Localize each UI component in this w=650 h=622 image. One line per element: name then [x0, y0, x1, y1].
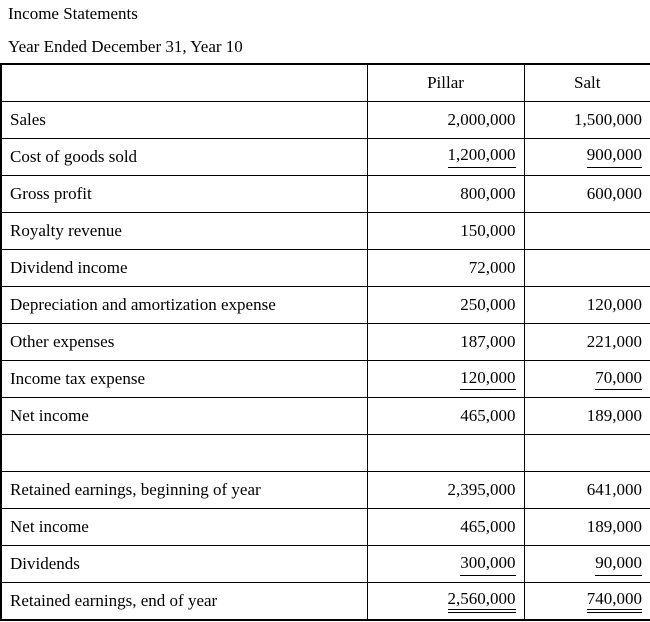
pillar-value: 187,000 — [460, 331, 516, 351]
pillar-value-cell: 300,000 — [366, 545, 525, 584]
pillar-value: 72,000 — [468, 257, 516, 277]
salt-value-cell: 120,000 — [523, 285, 650, 324]
header-row: Pillar Salt — [0, 63, 650, 102]
row-label-cell: Income tax expense — [0, 359, 368, 399]
salt-value-cell: 221,000 — [523, 322, 650, 361]
table-row: Cost of goods sold 1,200,000 900,000 — [0, 137, 650, 176]
table-row: Royalty revenue 150,000 — [0, 211, 650, 250]
pillar-value: 250,000 — [460, 294, 516, 314]
pillar-value: 2,560,000 — [447, 589, 516, 614]
salt-value: 70,000 — [595, 368, 642, 391]
income-statement-table: Pillar Salt Sales 2,000,000 1,500,000 Co… — [0, 63, 650, 621]
header-label-cell — [0, 63, 368, 102]
pillar-value-cell: 465,000 — [366, 508, 525, 547]
pillar-value: 120,000 — [460, 368, 516, 391]
pillar-value-cell: 72,000 — [366, 248, 525, 287]
pillar-value: 465,000 — [460, 406, 516, 426]
row-label-cell: Net income — [0, 396, 368, 436]
pillar-value-cell: 800,000 — [366, 174, 525, 213]
pillar-value: 1,200,000 — [447, 145, 516, 168]
pillar-value-cell: 120,000 — [366, 359, 525, 399]
row-label-cell: Net income — [0, 508, 368, 547]
pillar-value: 465,000 — [460, 517, 516, 537]
document-subtitle: Year Ended December 31, Year 10 — [8, 37, 243, 56]
pillar-value: 2,395,000 — [447, 480, 516, 500]
salt-value-cell: 1,500,000 — [523, 100, 650, 139]
row-label-cell: Cost of goods sold — [0, 137, 368, 176]
table-row: Depreciation and amortization expense 25… — [0, 285, 650, 324]
salt-value: 189,000 — [586, 517, 642, 537]
pillar-value-cell: 150,000 — [366, 211, 525, 250]
row-label-cell: Other expenses — [0, 322, 368, 361]
table-row: Dividend income 72,000 — [0, 248, 650, 287]
row-label-cell: Dividends — [0, 545, 368, 584]
pillar-value-cell — [366, 434, 525, 473]
salt-value-cell: 641,000 — [523, 471, 650, 510]
header-salt-cell: Salt — [523, 63, 650, 102]
salt-value-cell — [523, 211, 650, 250]
salt-value: 189,000 — [586, 406, 642, 426]
table-row: Net income 465,000 189,000 — [0, 396, 650, 436]
pillar-value-cell: 1,200,000 — [366, 137, 525, 176]
table-row: Net income 465,000 189,000 — [0, 508, 650, 547]
pillar-value-cell: 250,000 — [366, 285, 525, 324]
table-row: Other expenses 187,000 221,000 — [0, 322, 650, 361]
salt-value: 221,000 — [586, 331, 642, 351]
row-label-cell: Depreciation and amortization expense — [0, 285, 368, 324]
income-table-body: Sales 2,000,000 1,500,000 Cost of goods … — [0, 100, 650, 621]
pillar-value-cell: 2,000,000 — [366, 100, 525, 139]
table-header: Pillar Salt — [0, 63, 650, 102]
pillar-value-cell: 2,560,000 — [366, 582, 525, 621]
salt-value-cell: 189,000 — [523, 396, 650, 436]
table-row: Sales 2,000,000 1,500,000 — [0, 100, 650, 139]
pillar-value: 800,000 — [460, 183, 516, 203]
pillar-value: 150,000 — [460, 220, 516, 240]
header-pillar-cell: Pillar — [366, 63, 525, 102]
row-label-cell: Retained earnings, end of year — [0, 582, 368, 621]
table-row: Retained earnings, end of year 2,560,000… — [0, 582, 650, 621]
salt-value-cell: 740,000 — [523, 582, 650, 621]
pillar-value: 2,000,000 — [447, 109, 516, 129]
row-label-cell: Dividend income — [0, 248, 368, 287]
salt-value-cell — [523, 248, 650, 287]
salt-value: 600,000 — [586, 183, 642, 203]
salt-value-cell: 189,000 — [523, 508, 650, 547]
salt-value-cell: 90,000 — [523, 545, 650, 584]
pillar-value: 300,000 — [460, 553, 516, 576]
table-row: Dividends 300,000 90,000 — [0, 545, 650, 584]
row-label-cell — [0, 434, 368, 473]
row-label-cell: Royalty revenue — [0, 211, 368, 250]
row-label-cell: Retained earnings, beginning of year — [0, 471, 368, 510]
salt-value-cell — [523, 434, 650, 473]
salt-value-cell: 70,000 — [523, 359, 650, 399]
pillar-value-cell: 187,000 — [366, 322, 525, 361]
salt-value: 120,000 — [586, 294, 642, 314]
row-label-cell: Sales — [0, 100, 368, 139]
salt-value: 1,500,000 — [574, 109, 642, 129]
table-row: Gross profit 800,000 600,000 — [0, 174, 650, 213]
table-row: Retained earnings, beginning of year 2,3… — [0, 471, 650, 510]
salt-value: 641,000 — [586, 480, 642, 500]
table-row — [0, 434, 650, 473]
document-title: Income Statements — [8, 4, 138, 23]
salt-value: 90,000 — [595, 553, 642, 576]
salt-value-cell: 600,000 — [523, 174, 650, 213]
table-row: Income tax expense 120,000 70,000 — [0, 359, 650, 399]
salt-value-cell: 900,000 — [523, 137, 650, 176]
pillar-value-cell: 2,395,000 — [366, 471, 525, 510]
salt-value: 900,000 — [586, 145, 642, 168]
row-label-cell: Gross profit — [0, 174, 368, 213]
pillar-value-cell: 465,000 — [366, 396, 525, 436]
salt-value: 740,000 — [586, 589, 642, 614]
